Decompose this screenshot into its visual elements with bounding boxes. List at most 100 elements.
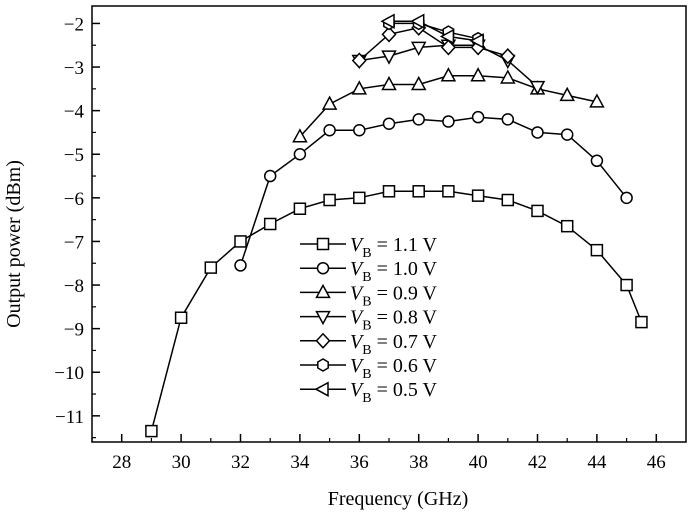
data-point (590, 154, 604, 168)
data-point (560, 219, 574, 233)
legend-item: VB = 0.8 V (300, 307, 437, 334)
legend-label: VB = 0.7 V (350, 331, 437, 358)
x-axis-title: Frequency (GHz) (328, 488, 469, 510)
data-point (234, 235, 247, 248)
data-point (589, 93, 605, 108)
x-axis-ticks: 28 30 32 34 36 38 40 42 44 46 (91, 434, 666, 473)
data-point (292, 128, 308, 143)
y-tick-label: −3 (64, 58, 84, 79)
data-point (531, 204, 544, 218)
x-tick-label: 44 (587, 452, 607, 473)
data-point (293, 147, 307, 161)
data-point (323, 193, 336, 207)
y-tick-label: −5 (64, 145, 84, 166)
x-tick-label: 34 (290, 452, 310, 473)
data-point (500, 69, 516, 84)
legend-label: VB = 0.5 V (350, 379, 437, 406)
x-tick-label: 32 (231, 452, 250, 473)
data-point (501, 193, 515, 207)
y-tick-label: −9 (64, 320, 84, 341)
data-point (382, 185, 396, 198)
legend-item: VB = 0.9 V (300, 282, 437, 309)
data-point (145, 424, 158, 438)
legend-item: VB = 0.7 V (300, 331, 437, 358)
data-point (620, 278, 633, 292)
y-axis-ticks: −11 −10 −9 −8 −7 −6 −5 −4 −3 −2 (54, 14, 100, 439)
data-point (501, 113, 515, 126)
data-point (440, 39, 456, 56)
series-line (389, 20, 479, 42)
legend-marker (316, 261, 330, 275)
data-point (500, 48, 516, 65)
series-line (358, 26, 509, 62)
legend-label: VB = 0.6 V (350, 355, 437, 382)
data-point (470, 67, 486, 82)
data-point (234, 259, 247, 272)
data-point (471, 110, 485, 124)
legend-item: VB = 1.0 V (300, 258, 437, 285)
data-point (321, 95, 338, 110)
data-point (590, 243, 604, 257)
y-axis-title: Output power (dBm) (3, 160, 25, 328)
legend-item: VB = 0.5 V (300, 379, 437, 406)
legend-item: VB = 1.1 V (300, 234, 437, 261)
data-point (412, 185, 425, 198)
series-line (389, 22, 479, 40)
data-point (381, 75, 397, 91)
data-point (351, 52, 367, 69)
data-point (380, 13, 395, 30)
y-tick-label: −6 (64, 189, 84, 210)
data-point (560, 128, 574, 141)
data-point (351, 80, 368, 95)
data-point (293, 202, 307, 215)
series-7 (380, 13, 484, 49)
legend: VB = 1.1 VVB = 1.0 VVB = 0.9 VVB = 0.8 V… (300, 234, 437, 406)
y-tick-label: −10 (54, 363, 84, 384)
data-point (469, 33, 484, 49)
data-point (471, 189, 485, 202)
data-point (204, 261, 218, 274)
series-layer (145, 13, 648, 438)
legend-marker (316, 237, 330, 251)
data-point (529, 80, 546, 96)
data-point (263, 169, 277, 183)
y-tick-label: −4 (64, 102, 85, 123)
data-point (263, 217, 277, 231)
x-tick-label: 36 (350, 452, 369, 473)
legend-marker (315, 310, 331, 326)
legend-label: VB = 0.8 V (350, 307, 437, 334)
legend-label: VB = 0.9 V (350, 282, 437, 309)
data-point (353, 191, 366, 205)
x-tick-label: 30 (172, 452, 191, 473)
data-point (531, 126, 544, 139)
data-point (620, 191, 633, 205)
x-tick-label: 40 (469, 452, 488, 473)
data-point (381, 26, 397, 43)
legend-label: VB = 1.1 V (350, 234, 437, 261)
data-point (382, 117, 396, 130)
legend-marker (315, 283, 331, 299)
data-point (440, 67, 457, 82)
data-point (559, 86, 575, 102)
data-point (635, 315, 648, 329)
legend-marker (314, 381, 329, 397)
legend-marker (317, 358, 329, 372)
data-point (410, 75, 427, 91)
x-tick-label: 38 (409, 452, 428, 473)
y-tick-label: −7 (64, 232, 84, 253)
data-point (353, 124, 366, 137)
data-point (412, 113, 425, 126)
data-point (174, 311, 188, 324)
legend-item: VB = 0.6 V (300, 355, 437, 382)
data-point (439, 28, 455, 45)
series-2 (234, 110, 633, 272)
legend-label: VB = 1.0 V (350, 258, 437, 285)
data-point (410, 13, 425, 30)
y-tick-label: −11 (55, 407, 84, 428)
data-point (323, 124, 336, 137)
x-tick-label: 46 (647, 452, 666, 473)
y-tick-label: −2 (64, 14, 84, 35)
x-tick-label: 42 (528, 452, 547, 473)
data-point (442, 185, 455, 198)
